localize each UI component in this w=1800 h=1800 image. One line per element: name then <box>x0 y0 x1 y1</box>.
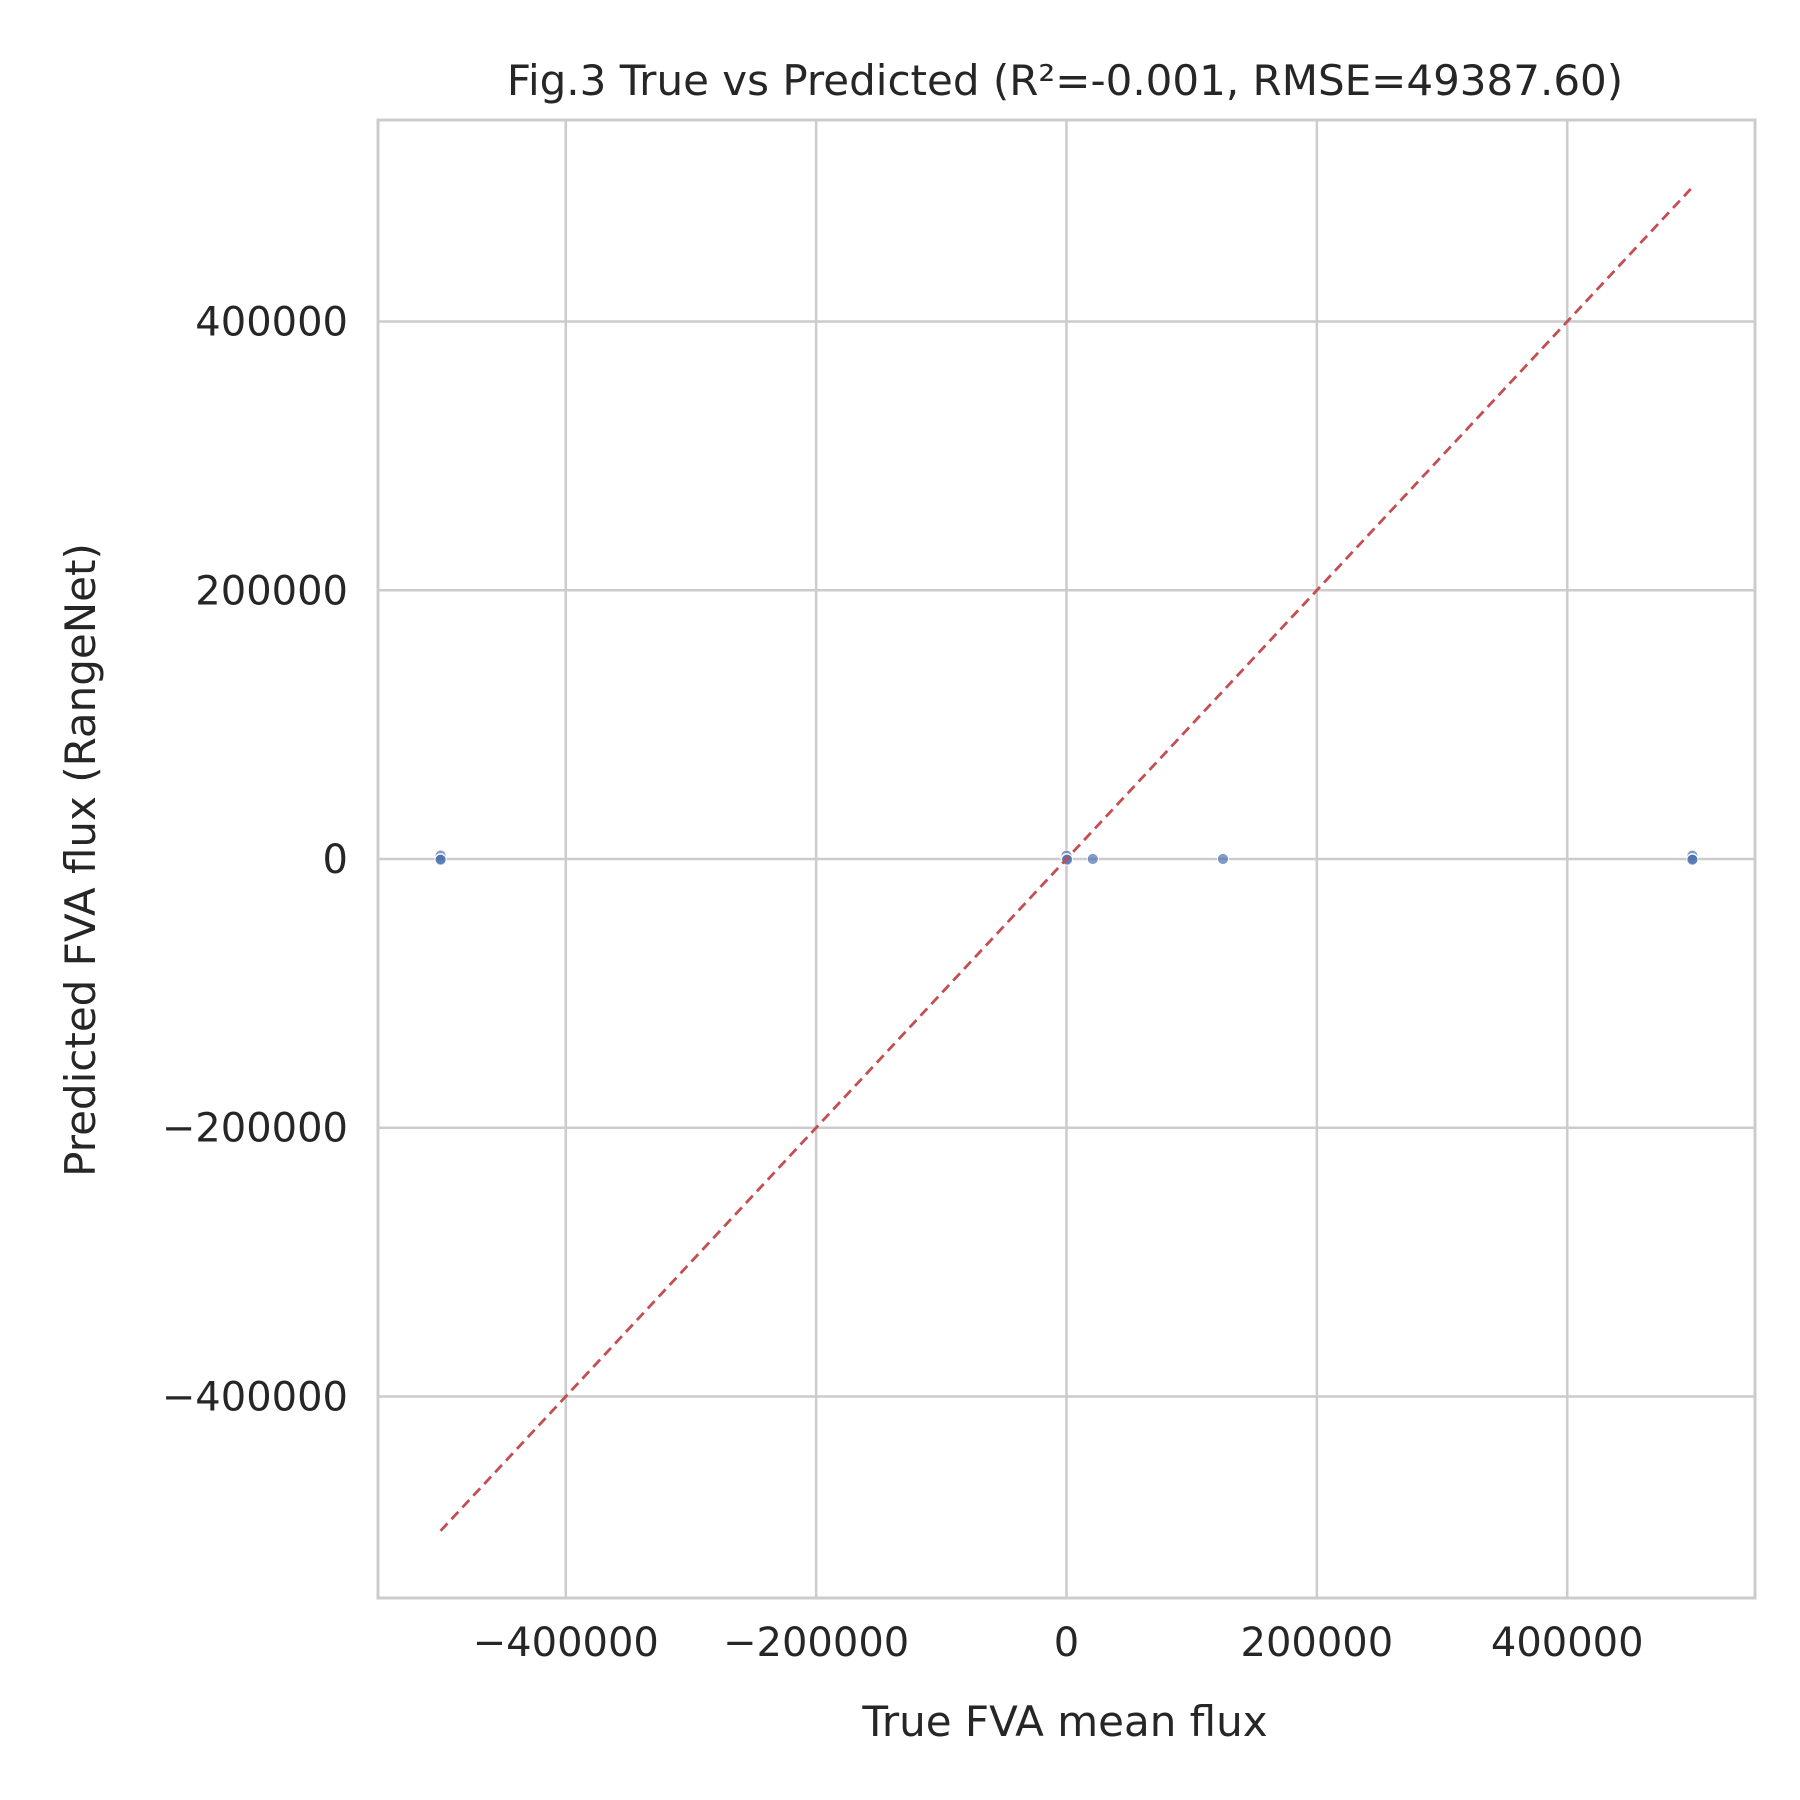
y-tick-label: 200000 <box>195 568 348 614</box>
x-axis-label: True FVA mean flux <box>861 1697 1267 1746</box>
plot-frame <box>376 118 1757 1600</box>
x-tick-label: 400000 <box>1491 1620 1644 1666</box>
x-tick-label: 0 <box>1054 1620 1079 1666</box>
identity-reference-line <box>439 186 1694 1532</box>
scatter-point <box>1086 853 1099 865</box>
y-tick-label: −400000 <box>162 1374 348 1420</box>
y-tick-label: 400000 <box>195 300 348 346</box>
y-axis-label: Predicted FVA flux (RangeNet) <box>56 543 105 1177</box>
y-tick-label: −200000 <box>162 1106 348 1152</box>
scatter-point <box>1217 853 1229 865</box>
x-tick-label: 200000 <box>1241 1620 1394 1666</box>
chart-title: Fig.3 True vs Predicted (R²=-0.001, RMSE… <box>507 56 1623 105</box>
scatter-point <box>434 853 447 866</box>
x-tick-label: −400000 <box>473 1620 659 1666</box>
x-tick-label: −200000 <box>723 1620 909 1666</box>
scatter-point <box>1686 853 1699 866</box>
y-tick-label: 0 <box>323 837 348 883</box>
plot-area <box>376 118 1757 1600</box>
grid-lines <box>378 120 1755 1598</box>
tick-labels: −400000 −200000 0 200000 400000 −400000 −20000… <box>162 300 1644 1666</box>
